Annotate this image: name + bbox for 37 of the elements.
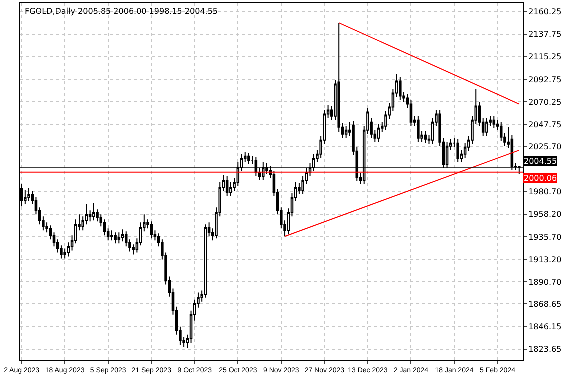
y-tick-label: 1958.20 [528, 210, 562, 220]
candlestick [204, 224, 208, 298]
candlestick [118, 232, 121, 244]
candlestick [248, 152, 250, 165]
y-tick-label: 2137.75 [528, 30, 562, 40]
candlestick [114, 232, 117, 244]
y-tick-label: 1980.70 [528, 188, 562, 197]
candlestick [424, 130, 428, 144]
candlestick [399, 76, 402, 101]
y-tick-label: 1846.15 [528, 322, 562, 332]
candlestick [377, 124, 380, 143]
y-tick-label: 1823.65 [528, 345, 562, 354]
y-tick-label: 1868.65 [528, 300, 562, 309]
y-tick-label: 2047.75 [528, 120, 562, 130]
candlestick [28, 188, 30, 202]
candlestick [124, 231, 128, 248]
y-tick-label: 2070.25 [528, 98, 562, 107]
candlestick [492, 116, 496, 129]
candlestick [226, 176, 229, 198]
ref-line-label: 2000.06 [524, 174, 558, 183]
candlestick [150, 221, 153, 240]
candlestick [121, 229, 124, 242]
candlestick [344, 126, 348, 139]
ref-line-label: 2004.55 [524, 157, 558, 166]
y-tick-label: 2115.25 [528, 52, 562, 62]
y-tick-label: 1935.70 [528, 232, 562, 242]
y-tick-label: 2025.70 [528, 142, 562, 152]
y-tick-label: 1913.20 [528, 255, 562, 264]
y-tick-label: 1890.70 [528, 278, 562, 287]
candlestick [417, 116, 420, 143]
y-tick-label: 2160.25 [528, 8, 562, 17]
candlestick [486, 118, 488, 137]
candlestick [92, 203, 96, 222]
candlestick [110, 230, 114, 242]
text: FGOLD,Daily 2005.85 2006.00 1998.15 2004.55 [25, 7, 218, 16]
y-tick-label: 2092.75 [528, 75, 562, 84]
candlestick [456, 138, 460, 163]
